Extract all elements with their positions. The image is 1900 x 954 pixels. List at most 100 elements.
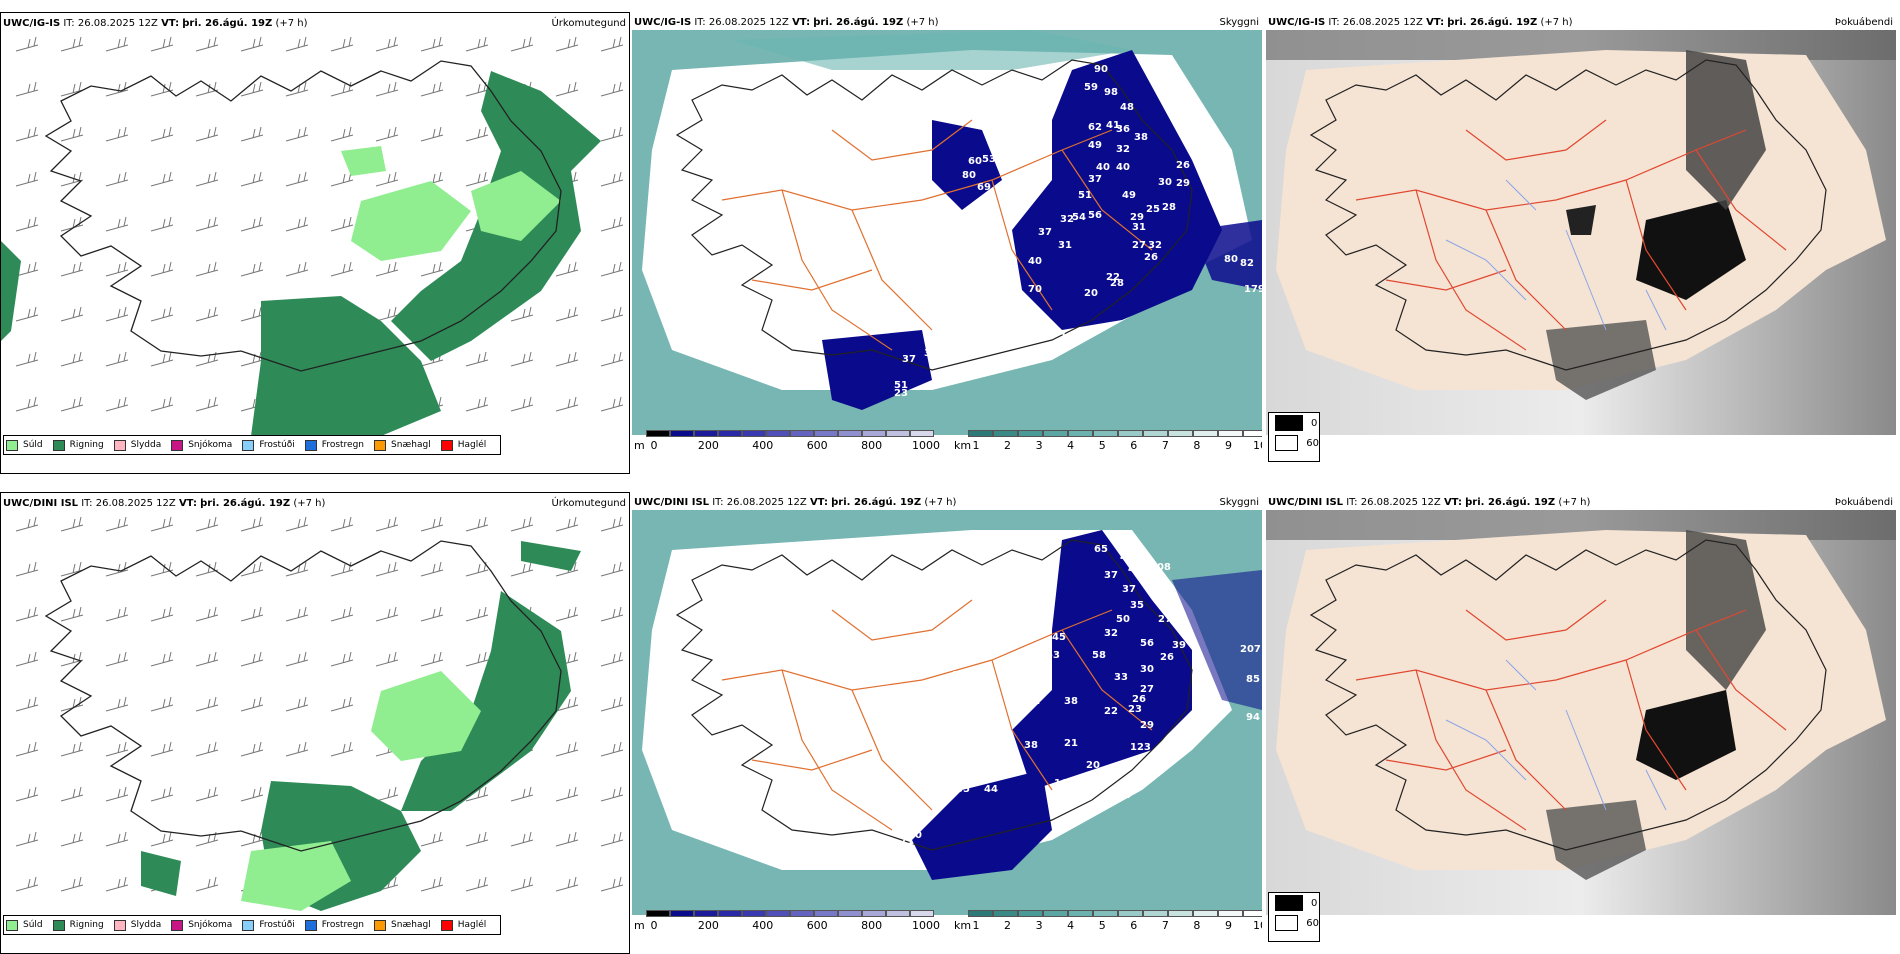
wind-barb: [330, 516, 354, 532]
wind-barb: [150, 396, 174, 412]
wind-barb: [375, 261, 399, 277]
drizzle-area: [341, 146, 386, 176]
wind-barb: [330, 81, 354, 97]
cloud-base-label: 27: [1132, 240, 1146, 251]
wind-barb: [240, 696, 264, 712]
wind-barb: [330, 651, 354, 667]
wind-barb: [330, 126, 354, 142]
cover-panel-row1: UWC/IG-IS IT: 26.08.2025 12Z VT: þri. 26…: [1266, 12, 1896, 474]
wind-barb: [105, 606, 129, 622]
scale-tick: 10: [1253, 919, 1262, 932]
legend-label: Snjókoma: [188, 920, 233, 930]
wind-barb: [195, 696, 219, 712]
cloud-base-label: 70: [1028, 284, 1042, 295]
scale-tick: 400: [752, 439, 774, 452]
cloud-base-label: 37: [1104, 570, 1118, 581]
wind-barb: [105, 216, 129, 232]
legend-item: Snjókoma: [171, 439, 232, 451]
wind-barb: [195, 606, 219, 622]
wind-barb: [15, 561, 39, 577]
wind-barb: [285, 651, 309, 667]
panel-title: UWC/DINI ISL IT: 26.08.2025 12Z VT: þri.…: [1268, 497, 1591, 508]
wind-barb: [150, 351, 174, 367]
road-line: [991, 179, 1053, 311]
cloud-base-label: 98: [1104, 87, 1118, 98]
rain-area: [251, 296, 441, 436]
wind-barb: [60, 876, 84, 892]
wind-barb: [240, 306, 264, 322]
low-cloud-area: [912, 770, 1052, 880]
wind-barb: [105, 831, 129, 847]
legend-item: Rigning: [52, 919, 104, 931]
wind-barb: [105, 396, 129, 412]
legend-label: Haglél: [457, 440, 487, 450]
wind-barb: [105, 126, 129, 142]
scale-tick: 3: [1035, 919, 1043, 932]
scale-tick: 0: [650, 439, 658, 452]
dense-cover-area: [1636, 690, 1736, 780]
cloud-base-label: 21: [1064, 738, 1078, 749]
wind-barb: [420, 81, 444, 97]
river-line: [1445, 239, 1527, 301]
cloud-base-label: 22: [1104, 706, 1118, 717]
scale-segment: [1143, 910, 1168, 917]
scale-segment: [766, 430, 790, 437]
wind-barb: [555, 81, 579, 97]
wind-barb: [420, 876, 444, 892]
legend-item: Slydda: [113, 439, 161, 451]
wind-barb: [600, 306, 624, 322]
wind-barb: [195, 216, 219, 232]
wind-barb: [150, 306, 174, 322]
precip-legend: Súld Rigning Slydda Snjókoma Frostúði Frostre…: [3, 435, 502, 455]
scale-segment: [790, 910, 814, 917]
cloud-base-label: 29: [1176, 178, 1190, 189]
cloud-base-label: 59: [1084, 82, 1098, 93]
wind-barb: [330, 561, 354, 577]
wind-barb: [465, 876, 489, 892]
wind-barb: [15, 396, 39, 412]
wind-barb: [600, 516, 624, 532]
scale-segment: [886, 910, 910, 917]
precip-panel-row2: UWC/DINI ISL IT: 26.08.2025 12Z VT: þri.…: [0, 492, 630, 954]
cloud-base-label: 56: [1088, 210, 1102, 221]
cloud-base-label: 29: [1130, 212, 1144, 223]
wind-barb: [510, 36, 534, 52]
legend-swatch: [113, 919, 126, 931]
cloud-base-label: 49: [1088, 140, 1102, 151]
legend-item: Rigning: [52, 439, 104, 451]
wind-barb: [15, 171, 39, 187]
cloud-base-label: 48: [1120, 102, 1134, 113]
scale-segment: [646, 430, 670, 437]
wind-barb: [240, 36, 264, 52]
cloud-base-label: 36: [1116, 124, 1130, 135]
cloud-base-label: 44: [1120, 552, 1134, 563]
road-line: [1695, 149, 1787, 251]
wind-barb: [510, 786, 534, 802]
scale-segment: [1093, 430, 1118, 437]
road-line: [1625, 659, 1687, 791]
wind-barb: [285, 516, 309, 532]
river-network: [1445, 659, 1667, 811]
wind-barb: [150, 516, 174, 532]
road-line: [1415, 189, 1527, 351]
wind-barb: [105, 171, 129, 187]
wind-barb: [285, 81, 309, 97]
cloud-base-label: 58: [1092, 650, 1106, 661]
wind-barb: [600, 36, 624, 52]
wind-barb: [15, 516, 39, 532]
cloud-base-label: 37: [902, 354, 916, 365]
wind-barb: [195, 561, 219, 577]
wind-barb: [15, 306, 39, 322]
cloud-base-label: 37: [1038, 227, 1052, 238]
wind-barb: [555, 396, 579, 412]
cloud-base-label: 71: [900, 836, 914, 847]
legend-item: Haglél: [440, 439, 487, 451]
low-cloud-area: [1012, 50, 1222, 330]
wind-barb: [60, 126, 84, 142]
wind-barb: [105, 516, 129, 532]
wind-barb: [420, 606, 444, 622]
scale-segment: [1068, 910, 1093, 917]
panel-title: UWC/IG-IS IT: 26.08.2025 12Z VT: þri. 26…: [1268, 17, 1573, 28]
wind-barb: [375, 786, 399, 802]
scale-segment: [1168, 430, 1193, 437]
